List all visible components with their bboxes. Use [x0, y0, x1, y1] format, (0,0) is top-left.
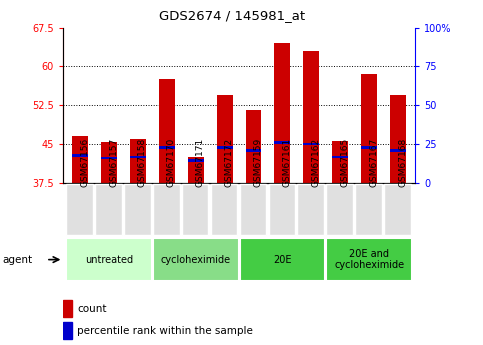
FancyBboxPatch shape [240, 184, 266, 235]
Bar [217, 95, 233, 183]
Text: untreated: untreated [85, 255, 133, 265]
Text: 20E: 20E [273, 255, 292, 265]
Bar [245, 110, 261, 183]
FancyBboxPatch shape [384, 184, 411, 235]
Bar [303, 51, 319, 183]
FancyBboxPatch shape [269, 184, 295, 235]
FancyBboxPatch shape [182, 184, 209, 235]
Bar [72, 136, 88, 183]
Text: GSM67157: GSM67157 [109, 138, 118, 187]
Text: GSM67162: GSM67162 [312, 138, 320, 187]
FancyBboxPatch shape [66, 184, 93, 235]
Text: GDS2674 / 145981_at: GDS2674 / 145981_at [159, 9, 305, 22]
FancyBboxPatch shape [298, 184, 324, 235]
Bar [390, 95, 406, 183]
FancyBboxPatch shape [327, 184, 353, 235]
Bar [332, 141, 348, 183]
FancyBboxPatch shape [153, 184, 180, 235]
Text: cycloheximide: cycloheximide [161, 255, 231, 265]
FancyBboxPatch shape [124, 184, 151, 235]
Text: GSM67167: GSM67167 [369, 138, 378, 187]
Text: GSM67168: GSM67168 [398, 138, 407, 187]
Bar [159, 79, 175, 183]
Bar [130, 139, 146, 183]
FancyBboxPatch shape [327, 238, 412, 281]
Text: GSM67158: GSM67158 [138, 138, 147, 187]
Bar [274, 43, 290, 183]
FancyBboxPatch shape [153, 238, 239, 281]
Text: GSM67171: GSM67171 [196, 138, 205, 187]
Text: GSM67165: GSM67165 [340, 138, 349, 187]
Bar [274, 141, 290, 144]
Bar [245, 149, 261, 152]
Text: GSM67159: GSM67159 [254, 138, 263, 187]
Text: GSM67170: GSM67170 [167, 138, 176, 187]
Bar [361, 74, 377, 183]
Bar [217, 146, 233, 149]
Bar [390, 149, 406, 152]
Text: GSM67156: GSM67156 [80, 138, 89, 187]
Text: GSM67172: GSM67172 [225, 138, 234, 187]
Bar [159, 146, 175, 149]
Bar [303, 142, 319, 146]
Bar [63, 300, 72, 317]
Text: 20E and
cycloheximide: 20E and cycloheximide [334, 249, 404, 270]
Text: GSM67161: GSM67161 [283, 138, 291, 187]
Text: percentile rank within the sample: percentile rank within the sample [77, 326, 253, 336]
FancyBboxPatch shape [355, 184, 382, 235]
Bar [332, 156, 348, 158]
Text: agent: agent [2, 256, 32, 265]
Bar [101, 142, 117, 183]
Bar [63, 322, 72, 339]
Bar [101, 157, 117, 159]
FancyBboxPatch shape [240, 238, 325, 281]
FancyBboxPatch shape [66, 238, 152, 281]
Bar [130, 156, 146, 158]
Bar [72, 154, 88, 157]
Bar [188, 159, 204, 162]
Bar [361, 146, 377, 149]
FancyBboxPatch shape [211, 184, 237, 235]
Text: count: count [77, 304, 107, 314]
FancyBboxPatch shape [95, 184, 122, 235]
Bar [188, 157, 204, 183]
